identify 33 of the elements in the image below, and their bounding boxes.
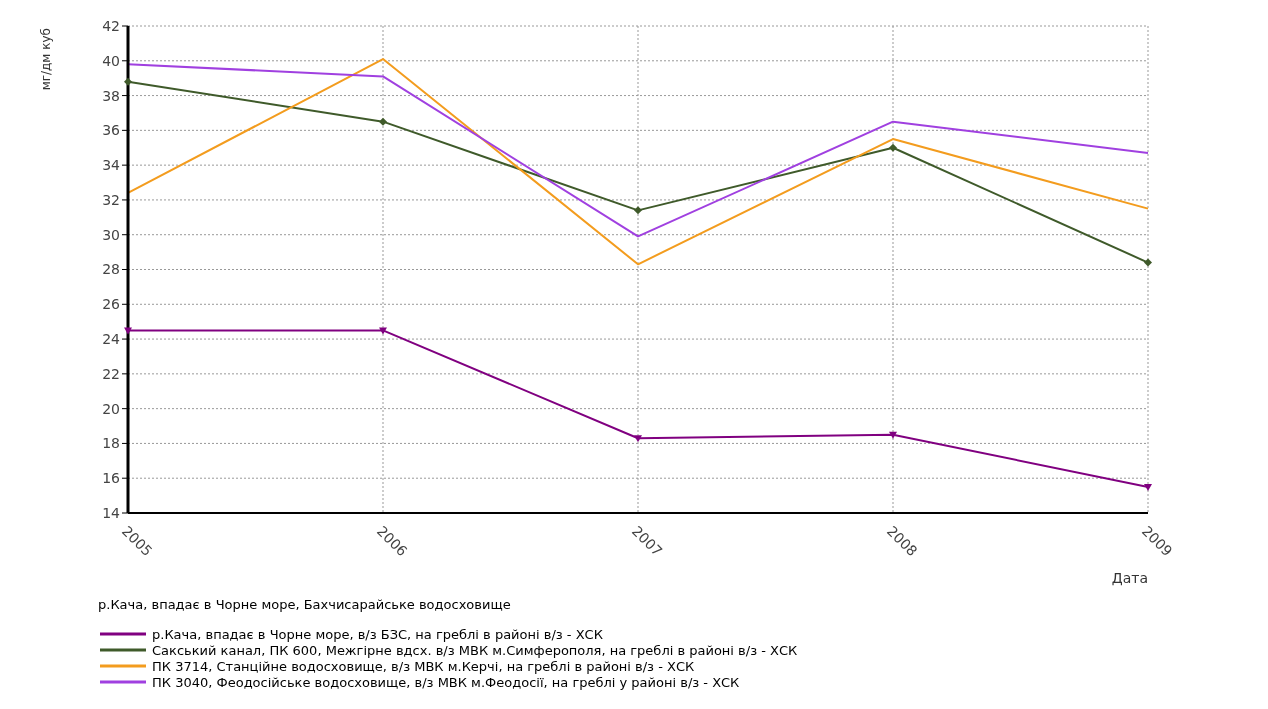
- legend-title: р.Кача, впадає в Чорне море, Бахчисарайське водосховище: [97, 597, 512, 612]
- legend-label: ПК 3714, Станційне водосховище, в/з МВК м.Керчі, на греблі в районі в/з - ХСК: [152, 658, 695, 674]
- line-series: [127, 63, 1149, 238]
- y-tick-label: 42: [102, 17, 120, 34]
- y-tick-label: 18: [102, 435, 120, 452]
- y-tick-label: 16: [102, 470, 121, 487]
- y-tick-label: 26: [102, 296, 121, 313]
- y-tick-label: 28: [102, 261, 120, 278]
- point: [379, 327, 387, 335]
- y-tick-label: 20: [102, 400, 120, 417]
- point: [634, 435, 642, 443]
- y-tick-label: 34: [102, 157, 121, 174]
- point: [889, 143, 897, 152]
- y-tick-label: 14: [102, 504, 121, 521]
- y-tick-label: 36: [102, 122, 121, 139]
- x-axis-title: Дата: [1111, 570, 1148, 586]
- point: [1144, 258, 1152, 267]
- y-tick-label: 30: [102, 226, 120, 243]
- point: [379, 117, 387, 126]
- y-tick-label: 40: [102, 52, 120, 69]
- legend-label: ПК 3040, Феодосійське водосховище, в/з МВК м.Феодосії, на греблі у районі в/з - ХСК: [152, 674, 740, 690]
- y-tick-label: 38: [102, 87, 120, 104]
- point: [634, 206, 642, 215]
- point: [124, 327, 132, 335]
- y-axis-title: мг/дм куб: [39, 28, 53, 91]
- y-tick-label: 32: [102, 191, 120, 208]
- point: [124, 77, 132, 86]
- point: [889, 431, 897, 439]
- point: [1144, 483, 1152, 491]
- y-tick-label: 22: [102, 365, 120, 382]
- legend-label: Сакський канал, ПК 600, Межгірне вдсх. в/з МВК м.Симферополя, на греблі в районі в/з - ХСК: [152, 642, 798, 658]
- legend-label: р.Кача, впадає в Чорне море, в/з БЗС, на греблі в районі в/з - ХСК: [152, 626, 603, 642]
- y-tick-label: 24: [102, 331, 121, 348]
